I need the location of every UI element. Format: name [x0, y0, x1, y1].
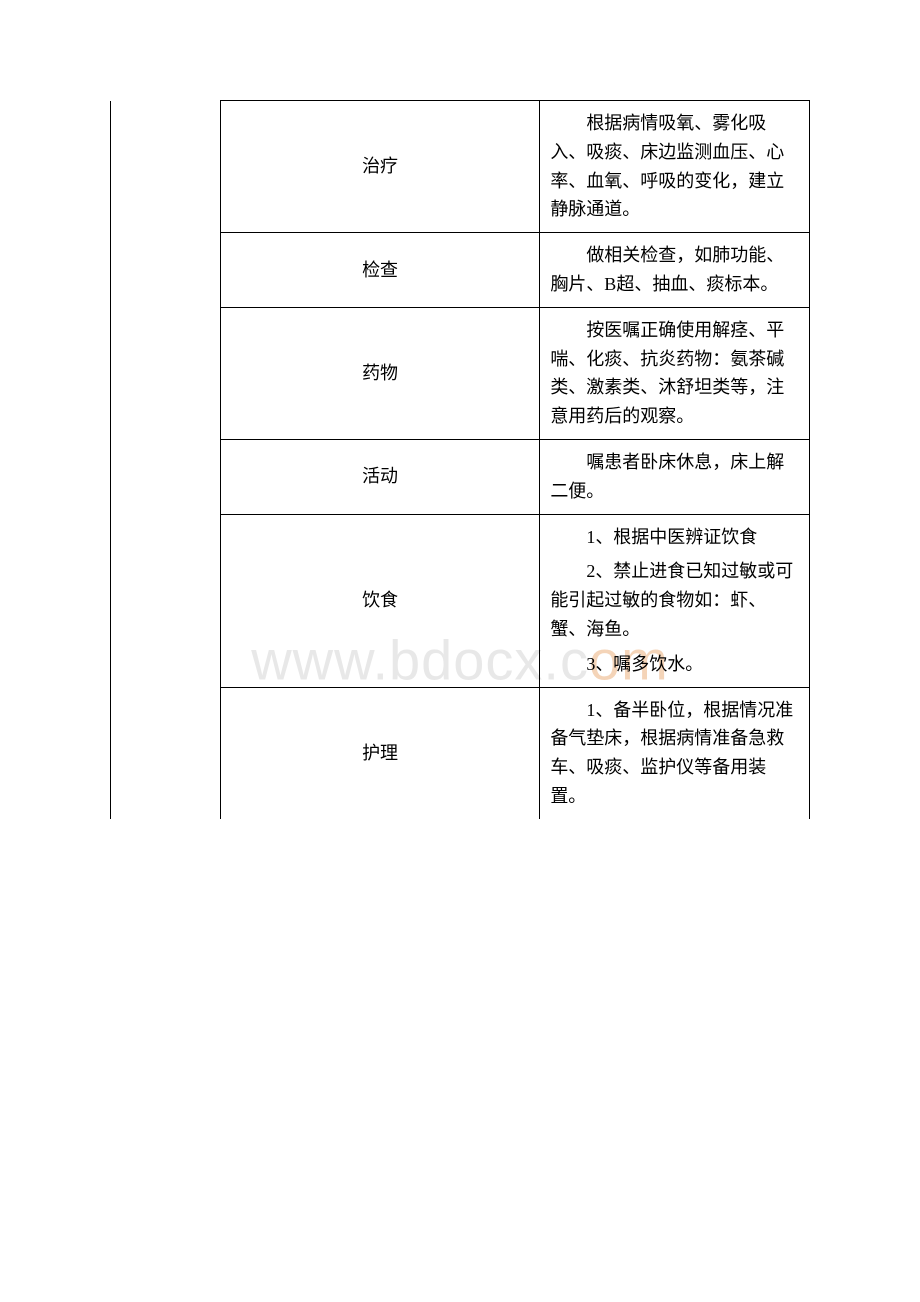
content-text: 按医嘱正确使用解痉、平喘、化痰、抗炎药物：氨茶碱类、激素类、沐舒坦类等，注意用药…: [550, 316, 799, 431]
category-cell: 饮食: [220, 514, 539, 687]
content-cell: 1、备半卧位，根据情况准备气垫床，根据病情准备急救车、吸痰、监护仪等备用装置。: [540, 687, 810, 819]
content-text: 3、嘱多饮水。: [550, 650, 799, 679]
category-label: 活动: [362, 466, 398, 486]
content-text: 1、根据中医辨证饮食: [550, 523, 799, 552]
content-text: 做相关检查，如肺功能、胸片、B超、抽血、痰标本。: [550, 241, 799, 299]
category-cell: 检查: [220, 233, 539, 308]
content-text: 根据病情吸氧、雾化吸入、吸痰、床边监测血压、心率、血氧、呼吸的变化，建立静脉通道…: [550, 109, 799, 224]
category-label: 饮食: [362, 590, 398, 610]
category-label: 检查: [362, 260, 398, 280]
category-cell: 治疗: [220, 101, 539, 233]
content-cell: 做相关检查，如肺功能、胸片、B超、抽血、痰标本。: [540, 233, 810, 308]
category-label: 治疗: [362, 156, 398, 176]
category-cell: 活动: [220, 439, 539, 514]
left-spacer-cell: [111, 101, 221, 819]
content-text: 嘱患者卧床休息，床上解二便。: [550, 448, 799, 506]
content-cell: 按医嘱正确使用解痉、平喘、化痰、抗炎药物：氨茶碱类、激素类、沐舒坦类等，注意用药…: [540, 307, 810, 439]
content-cell: 嘱患者卧床休息，床上解二便。: [540, 439, 810, 514]
category-label: 药物: [362, 363, 398, 383]
care-table: 治疗 根据病情吸氧、雾化吸入、吸痰、床边监测血压、心率、血氧、呼吸的变化，建立静…: [110, 100, 810, 819]
table-row: 治疗 根据病情吸氧、雾化吸入、吸痰、床边监测血压、心率、血氧、呼吸的变化，建立静…: [111, 101, 810, 233]
content-text: 2、禁止进食已知过敏或可能引起过敏的食物如：虾、蟹、海鱼。: [550, 557, 799, 643]
page-container: www.bdocx.com 治疗 根据病情吸氧、雾化吸入、吸痰、床边监测血压、心…: [110, 100, 810, 819]
content-text: 1、备半卧位，根据情况准备气垫床，根据病情准备急救车、吸痰、监护仪等备用装置。: [550, 696, 799, 811]
category-cell: 药物: [220, 307, 539, 439]
content-cell: 根据病情吸氧、雾化吸入、吸痰、床边监测血压、心率、血氧、呼吸的变化，建立静脉通道…: [540, 101, 810, 233]
category-label: 护理: [362, 743, 398, 763]
category-cell: 护理: [220, 687, 539, 819]
content-cell: 1、根据中医辨证饮食 2、禁止进食已知过敏或可能引起过敏的食物如：虾、蟹、海鱼。…: [540, 514, 810, 687]
